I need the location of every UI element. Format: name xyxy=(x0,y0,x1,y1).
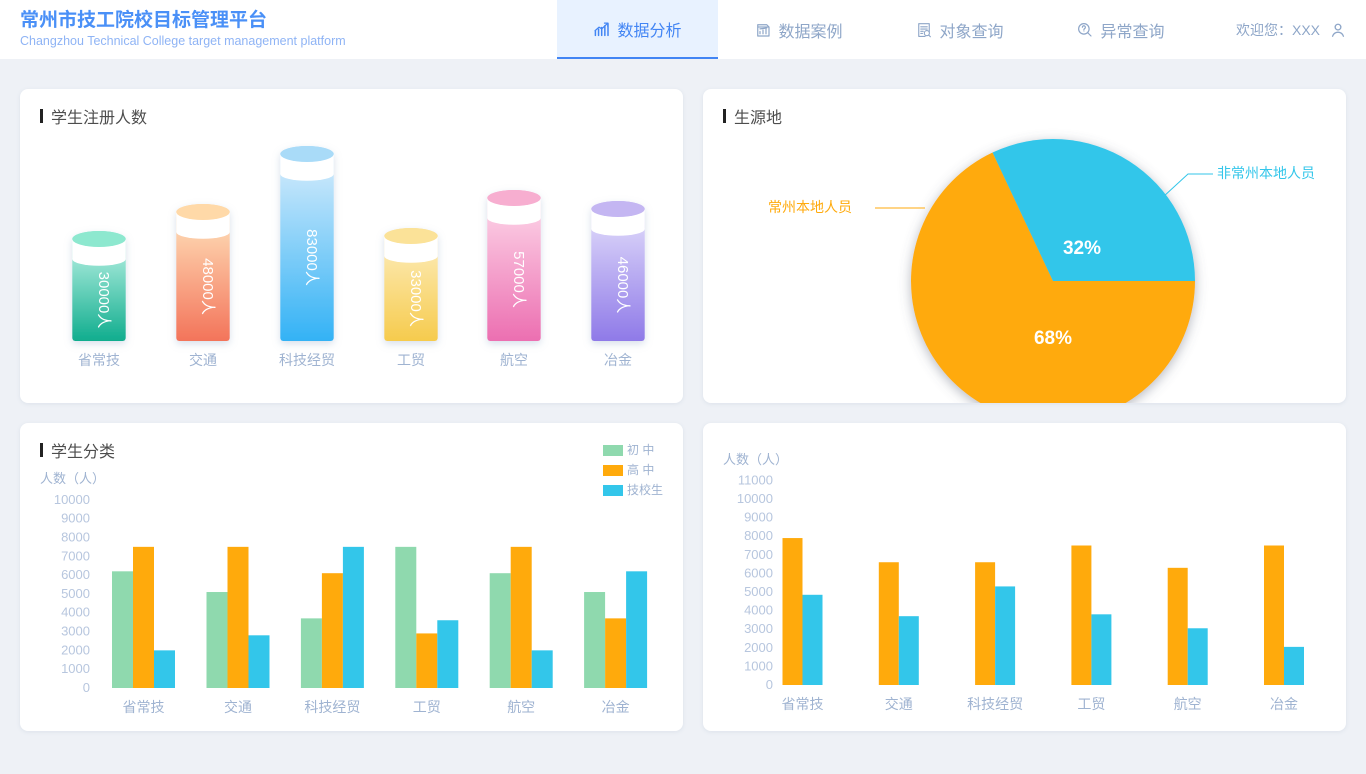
svg-text:科技经贸: 科技经贸 xyxy=(304,699,360,715)
svg-text:省常技: 省常技 xyxy=(782,696,824,712)
svg-text:9000: 9000 xyxy=(744,510,773,525)
svg-text:科技经贸: 科技经贸 xyxy=(279,352,335,368)
svg-text:11000: 11000 xyxy=(738,472,773,487)
svg-text:航空: 航空 xyxy=(507,699,535,715)
svg-text:交通: 交通 xyxy=(224,699,252,715)
svg-text:10000: 10000 xyxy=(737,491,773,506)
svg-text:5000: 5000 xyxy=(61,586,90,601)
svg-text:0: 0 xyxy=(83,680,90,695)
svg-text:6000: 6000 xyxy=(744,565,773,580)
svg-text:人数（人）: 人数（人） xyxy=(40,471,105,486)
svg-text:1000: 1000 xyxy=(61,661,90,676)
svg-text:33000人: 33000人 xyxy=(407,270,424,327)
svg-text:冶金: 冶金 xyxy=(604,352,632,368)
svg-text:1000: 1000 xyxy=(744,658,773,673)
svg-text:46000人: 46000人 xyxy=(614,257,631,314)
svg-text:68%: 68% xyxy=(1034,328,1072,349)
svg-text:2000: 2000 xyxy=(744,640,773,655)
svg-text:省常技: 省常技 xyxy=(123,699,165,715)
svg-text:10000: 10000 xyxy=(54,492,90,507)
svg-text:3000: 3000 xyxy=(744,621,773,636)
svg-text:7000: 7000 xyxy=(744,547,773,562)
svg-text:工贸: 工贸 xyxy=(413,699,441,715)
svg-text:交通: 交通 xyxy=(189,352,217,368)
svg-text:32%: 32% xyxy=(1063,238,1101,259)
svg-text:0: 0 xyxy=(766,677,773,692)
svg-text:航空: 航空 xyxy=(1174,696,1202,712)
svg-text:省常技: 省常技 xyxy=(78,352,120,368)
svg-text:6000: 6000 xyxy=(61,567,90,582)
svg-text:非常州本地人员: 非常州本地人员 xyxy=(1217,165,1315,181)
svg-text:5000: 5000 xyxy=(744,584,773,599)
svg-text:7000: 7000 xyxy=(61,548,90,563)
svg-text:4000: 4000 xyxy=(744,603,773,618)
svg-text:83000人: 83000人 xyxy=(303,229,320,286)
svg-text:30000人: 30000人 xyxy=(95,272,112,329)
svg-text:航空: 航空 xyxy=(500,352,528,368)
svg-text:8000: 8000 xyxy=(61,529,90,544)
svg-text:3000: 3000 xyxy=(61,624,90,639)
svg-text:人数（人）: 人数（人） xyxy=(723,452,788,467)
svg-text:4000: 4000 xyxy=(61,605,90,620)
svg-text:2000: 2000 xyxy=(61,642,90,657)
svg-text:常州本地人员: 常州本地人员 xyxy=(768,199,852,215)
svg-text:科技经贸: 科技经贸 xyxy=(967,696,1023,712)
svg-text:工贸: 工贸 xyxy=(397,352,425,368)
svg-text:9000: 9000 xyxy=(61,511,90,526)
svg-text:工贸: 工贸 xyxy=(1077,696,1105,712)
svg-text:8000: 8000 xyxy=(744,528,773,543)
svg-text:冶金: 冶金 xyxy=(1270,696,1298,712)
svg-text:冶金: 冶金 xyxy=(602,699,630,715)
svg-text:57000人: 57000人 xyxy=(510,251,527,308)
svg-text:交通: 交通 xyxy=(885,696,913,712)
svg-text:48000人: 48000人 xyxy=(199,258,216,315)
